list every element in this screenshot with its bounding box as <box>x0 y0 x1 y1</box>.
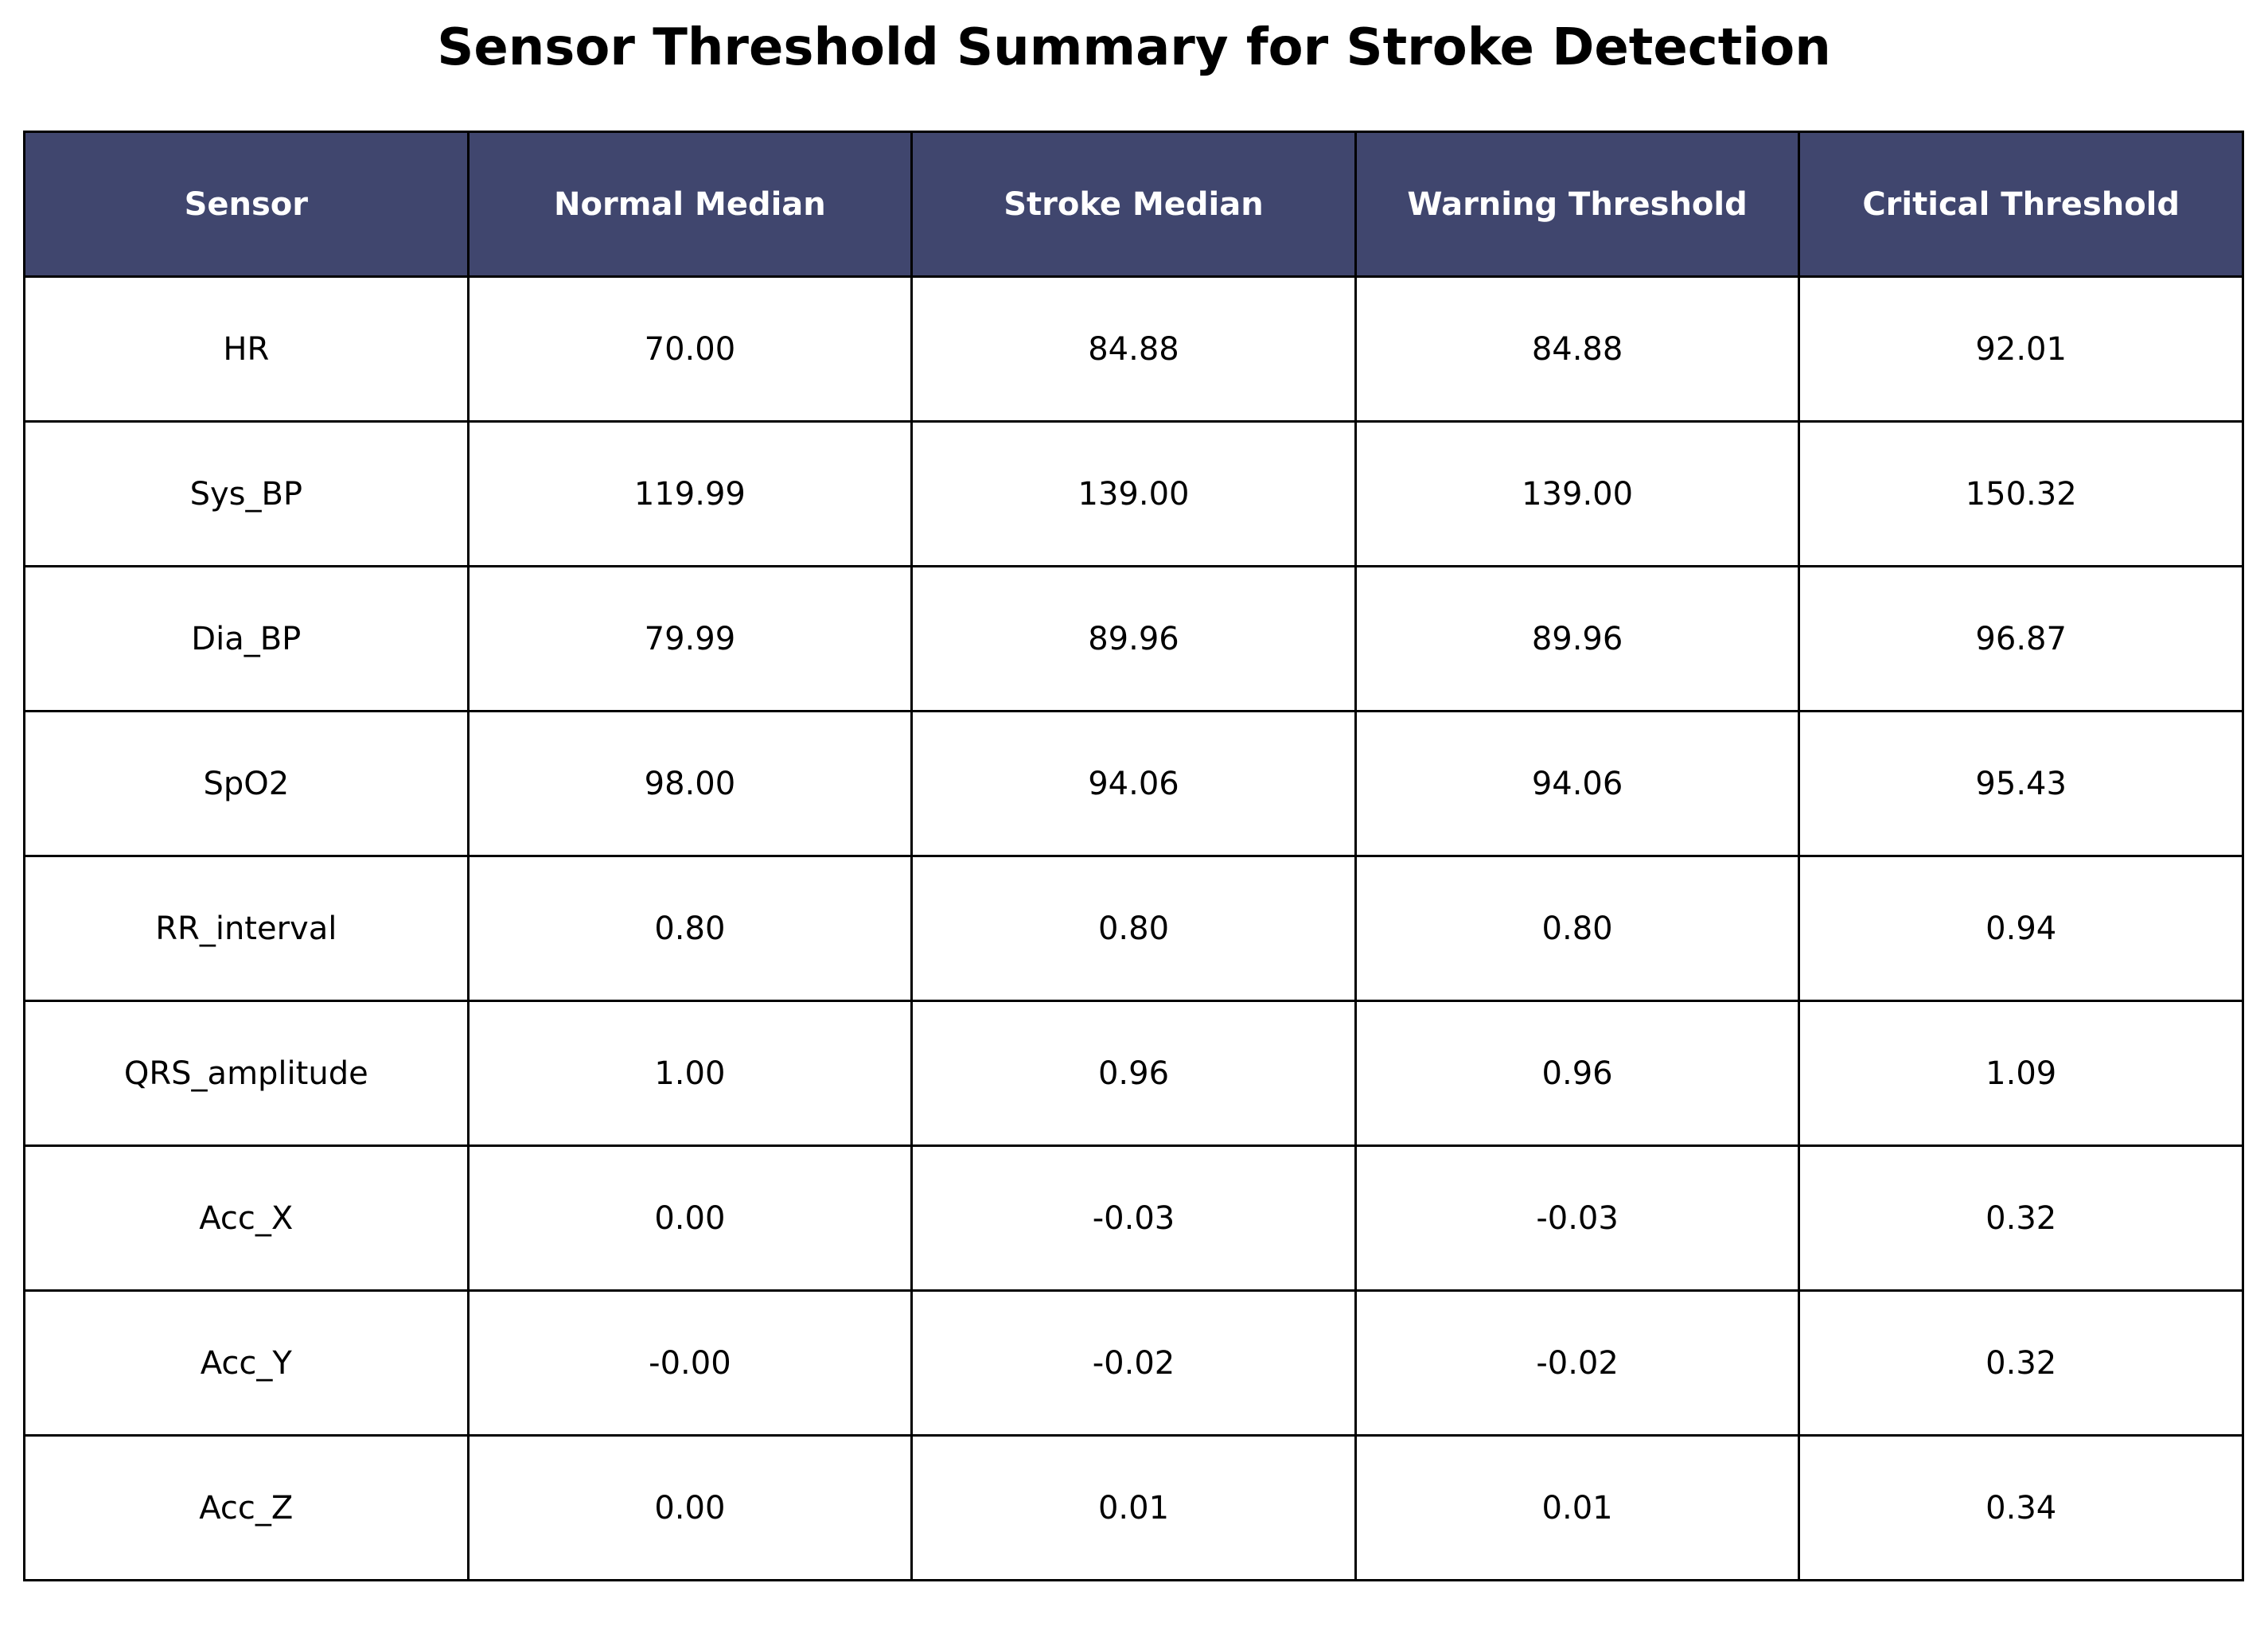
normal-median-cell: 0.00 <box>466 1144 914 1292</box>
normal-median-cell: 79.99 <box>466 565 914 712</box>
critical-threshold-cell: 0.32 <box>1798 1289 2244 1437</box>
stroke-median-cell: 84.88 <box>910 275 1357 423</box>
warning-threshold-cell: 0.96 <box>1354 1000 1801 1147</box>
stroke-median-cell: 0.80 <box>910 855 1357 1002</box>
table-row: SpO2 98.00 94.06 94.06 95.43 <box>23 710 2244 857</box>
table-body: HR 70.00 84.88 84.88 92.01 Sys_BP 119.99… <box>23 275 2244 1581</box>
normal-median-cell: 0.00 <box>466 1434 914 1581</box>
threshold-table: Sensor Normal Median Stroke Median Warni… <box>23 131 2244 1581</box>
normal-median-cell: -0.00 <box>466 1289 914 1437</box>
warning-threshold-cell: 94.06 <box>1354 710 1801 857</box>
normal-median-cell: 0.80 <box>466 855 914 1002</box>
column-header-critical-threshold: Critical Threshold <box>1798 131 2244 278</box>
stroke-median-cell: -0.03 <box>910 1144 1357 1292</box>
critical-threshold-cell: 0.94 <box>1798 855 2244 1002</box>
sensor-name-cell: Dia_BP <box>23 565 470 712</box>
stroke-median-cell: 0.01 <box>910 1434 1357 1581</box>
stroke-median-cell: 0.96 <box>910 1000 1357 1147</box>
warning-threshold-cell: 84.88 <box>1354 275 1801 423</box>
sensor-name-cell: RR_interval <box>23 855 470 1002</box>
table-row: HR 70.00 84.88 84.88 92.01 <box>23 275 2244 423</box>
critical-threshold-cell: 0.32 <box>1798 1144 2244 1292</box>
critical-threshold-cell: 0.34 <box>1798 1434 2244 1581</box>
table-row: QRS_amplitude 1.00 0.96 0.96 1.09 <box>23 1000 2244 1147</box>
table-header: Sensor Normal Median Stroke Median Warni… <box>23 131 2244 278</box>
column-header-sensor: Sensor <box>23 131 470 278</box>
table-row: Acc_Y -0.00 -0.02 -0.02 0.32 <box>23 1289 2244 1437</box>
sensor-name-cell: Acc_Y <box>23 1289 470 1437</box>
stroke-median-cell: -0.02 <box>910 1289 1357 1437</box>
sensor-name-cell: QRS_amplitude <box>23 1000 470 1147</box>
sensor-name-cell: HR <box>23 275 470 423</box>
critical-threshold-cell: 96.87 <box>1798 565 2244 712</box>
normal-median-cell: 1.00 <box>466 1000 914 1147</box>
sensor-name-cell: Sys_BP <box>23 420 470 567</box>
warning-threshold-cell: 0.01 <box>1354 1434 1801 1581</box>
column-header-stroke-median: Stroke Median <box>910 131 1357 278</box>
warning-threshold-cell: -0.02 <box>1354 1289 1801 1437</box>
header-row: Sensor Normal Median Stroke Median Warni… <box>23 131 2244 278</box>
critical-threshold-cell: 150.32 <box>1798 420 2244 567</box>
column-header-warning-threshold: Warning Threshold <box>1354 131 1801 278</box>
table-row: Sys_BP 119.99 139.00 139.00 150.32 <box>23 420 2244 567</box>
table-row: Acc_X 0.00 -0.03 -0.03 0.32 <box>23 1144 2244 1292</box>
sensor-name-cell: Acc_Z <box>23 1434 470 1581</box>
warning-threshold-cell: 89.96 <box>1354 565 1801 712</box>
normal-median-cell: 98.00 <box>466 710 914 857</box>
stroke-median-cell: 139.00 <box>910 420 1357 567</box>
stroke-median-cell: 89.96 <box>910 565 1357 712</box>
critical-threshold-cell: 1.09 <box>1798 1000 2244 1147</box>
table-row: RR_interval 0.80 0.80 0.80 0.94 <box>23 855 2244 1002</box>
chart-title: Sensor Threshold Summary for Stroke Dete… <box>437 18 1831 77</box>
normal-median-cell: 70.00 <box>466 275 914 423</box>
critical-threshold-cell: 92.01 <box>1798 275 2244 423</box>
table-row: Acc_Z 0.00 0.01 0.01 0.34 <box>23 1434 2244 1581</box>
critical-threshold-cell: 95.43 <box>1798 710 2244 857</box>
sensor-name-cell: SpO2 <box>23 710 470 857</box>
sensor-name-cell: Acc_X <box>23 1144 470 1292</box>
normal-median-cell: 119.99 <box>466 420 914 567</box>
warning-threshold-cell: -0.03 <box>1354 1144 1801 1292</box>
table-row: Dia_BP 79.99 89.96 89.96 96.87 <box>23 565 2244 712</box>
stroke-median-cell: 94.06 <box>910 710 1357 857</box>
warning-threshold-cell: 0.80 <box>1354 855 1801 1002</box>
column-header-normal-median: Normal Median <box>466 131 914 278</box>
warning-threshold-cell: 139.00 <box>1354 420 1801 567</box>
